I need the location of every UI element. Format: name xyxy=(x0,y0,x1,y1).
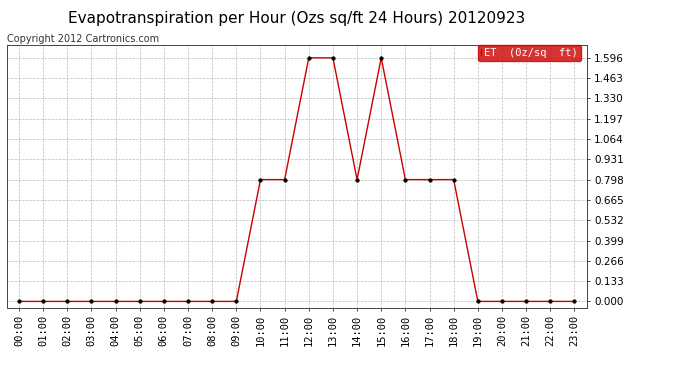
Legend: ET  (0z/sq  ft): ET (0z/sq ft) xyxy=(478,45,581,61)
Text: Evapotranspiration per Hour (Ozs sq/ft 24 Hours) 20120923: Evapotranspiration per Hour (Ozs sq/ft 2… xyxy=(68,11,525,26)
Text: Copyright 2012 Cartronics.com: Copyright 2012 Cartronics.com xyxy=(7,34,159,44)
